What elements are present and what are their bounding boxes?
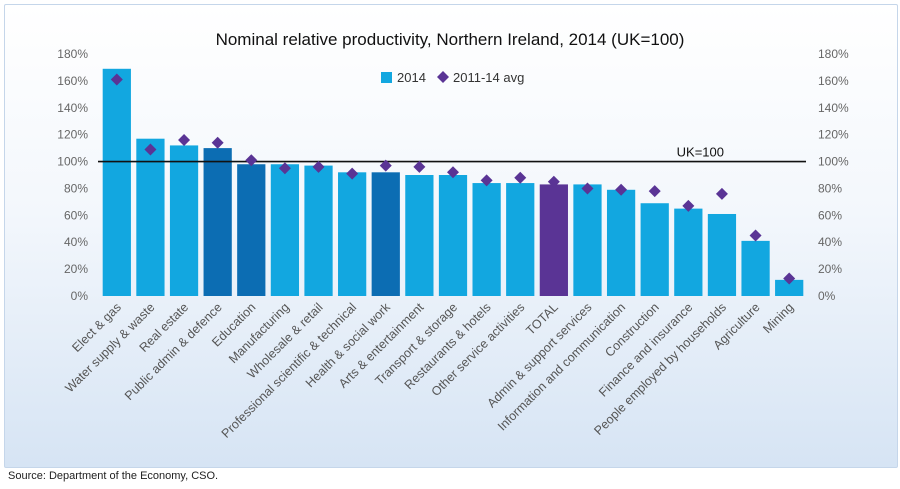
bar bbox=[606, 189, 636, 296]
avg-marker bbox=[278, 162, 291, 175]
avg-marker bbox=[178, 134, 191, 147]
y-tick-left: 180% bbox=[57, 47, 88, 61]
y-tick-left: 140% bbox=[57, 101, 88, 115]
avg-marker bbox=[648, 185, 661, 198]
y-tick-right: 40% bbox=[818, 235, 842, 249]
avg-marker bbox=[715, 187, 728, 200]
bar bbox=[304, 165, 333, 296]
bar bbox=[405, 175, 434, 296]
legend-swatch-2014 bbox=[381, 72, 392, 83]
y-tick-left: 160% bbox=[57, 74, 88, 88]
avg-marker bbox=[144, 143, 157, 156]
legend-label-avg: 2011-14 avg bbox=[453, 70, 524, 85]
chart: Nominal relative productivity, Northern … bbox=[57, 30, 849, 441]
bar bbox=[539, 184, 568, 296]
avg-marker bbox=[581, 182, 594, 195]
bar bbox=[472, 183, 501, 296]
y-tick-right: 120% bbox=[818, 128, 849, 142]
bar bbox=[775, 279, 804, 296]
y-tick-left: 40% bbox=[64, 235, 88, 249]
avg-marker bbox=[682, 199, 695, 212]
y-tick-right: 180% bbox=[818, 47, 849, 61]
avg-marker bbox=[346, 167, 359, 180]
bar bbox=[169, 145, 199, 296]
avg-marker bbox=[514, 171, 527, 184]
avg-marker bbox=[480, 174, 493, 187]
y-tick-left: 20% bbox=[64, 262, 88, 276]
bar bbox=[203, 148, 232, 296]
bar bbox=[573, 184, 602, 296]
y-tick-right: 100% bbox=[818, 155, 849, 169]
y-tick-right: 20% bbox=[818, 262, 842, 276]
bar bbox=[674, 208, 703, 296]
avg-marker bbox=[211, 136, 224, 149]
bar bbox=[102, 68, 131, 297]
avg-marker bbox=[547, 175, 560, 188]
avg-marker bbox=[447, 166, 459, 179]
avg-marker bbox=[749, 229, 762, 242]
bar bbox=[707, 213, 737, 296]
bar bbox=[640, 203, 669, 296]
y-tick-left: 120% bbox=[57, 128, 88, 142]
avg-marker bbox=[245, 154, 258, 167]
avg-marker bbox=[783, 272, 796, 285]
bar bbox=[270, 164, 300, 296]
avg-marker bbox=[110, 73, 123, 86]
bar bbox=[371, 172, 400, 296]
y-tick-left: 100% bbox=[57, 155, 88, 169]
y-tick-right: 80% bbox=[818, 181, 842, 195]
avg-marker bbox=[413, 160, 426, 173]
reference-line-label: UK=100 bbox=[677, 145, 724, 160]
chart-title: Nominal relative productivity, Northern … bbox=[216, 30, 685, 49]
source-note: Source: Department of the Economy, CSO. bbox=[8, 470, 219, 482]
bar bbox=[438, 175, 468, 296]
legend-swatch-avg bbox=[437, 71, 449, 83]
y-tick-left: 0% bbox=[71, 289, 89, 303]
avg-marker bbox=[615, 183, 628, 196]
avg-marker bbox=[312, 160, 325, 173]
bar bbox=[506, 183, 535, 296]
avg-marker bbox=[379, 159, 392, 172]
bar bbox=[136, 138, 165, 296]
x-tick-label: Mining bbox=[760, 300, 796, 336]
y-tick-left: 80% bbox=[64, 181, 88, 195]
y-tick-left: 60% bbox=[64, 208, 88, 222]
y-tick-right: 0% bbox=[818, 289, 836, 303]
bar bbox=[741, 240, 770, 296]
y-tick-right: 160% bbox=[818, 74, 849, 88]
y-tick-right: 60% bbox=[818, 208, 842, 222]
y-tick-right: 140% bbox=[818, 101, 849, 115]
bar bbox=[338, 172, 367, 296]
bar bbox=[237, 164, 266, 296]
legend-label-2014: 2014 bbox=[397, 70, 426, 85]
